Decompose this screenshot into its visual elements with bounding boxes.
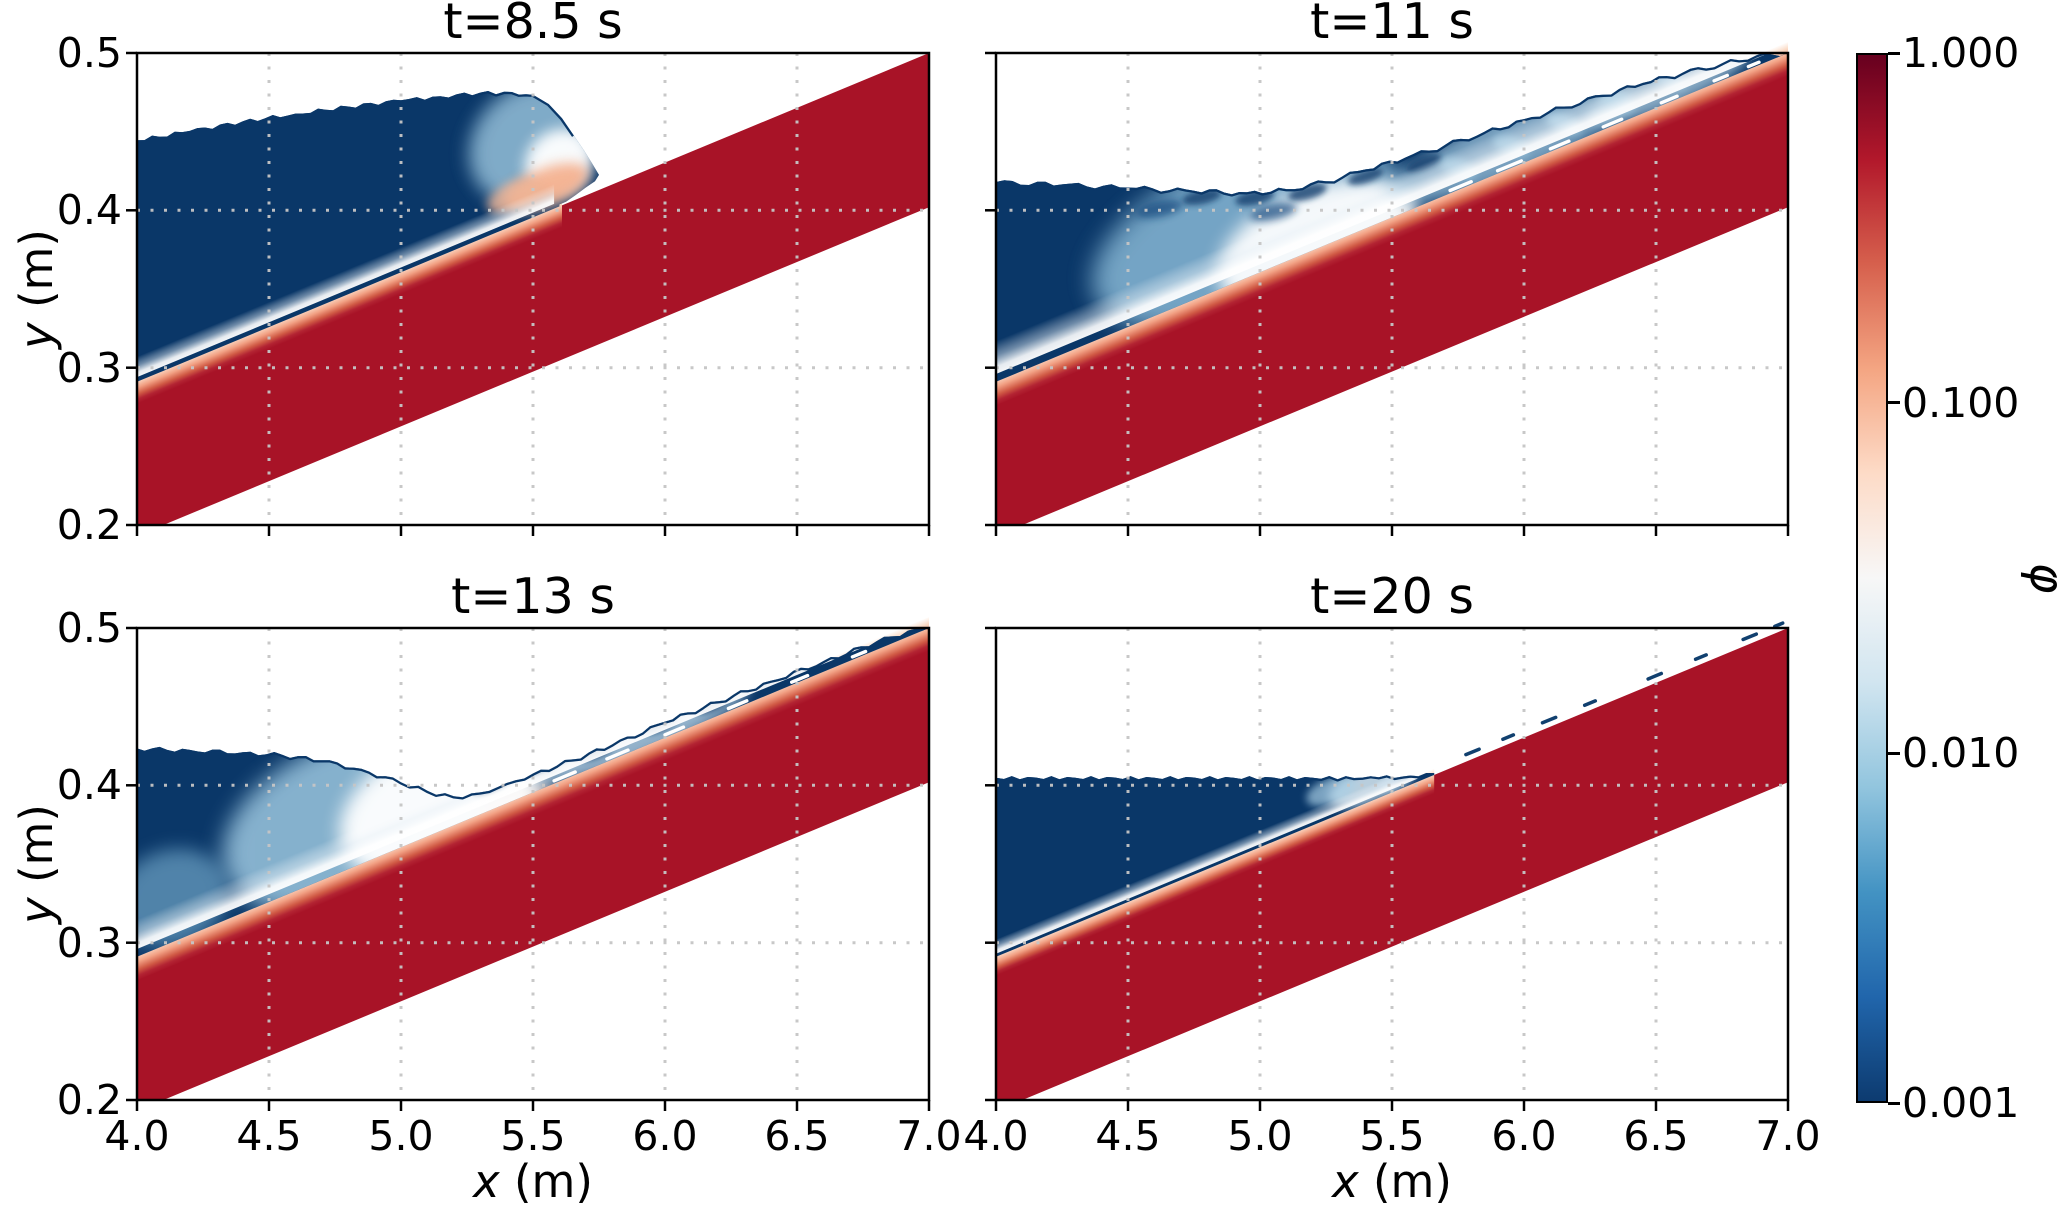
x-tick-label: 5.5: [500, 1112, 566, 1160]
panel-title-4: t=20 s: [1310, 568, 1474, 625]
colorbar-tick-label: 0.100: [1902, 378, 2020, 427]
water-interface-white: [996, 52, 1775, 374]
x-axis-var: x: [473, 1155, 500, 1208]
x-tick-label: 6.5: [1623, 1112, 1689, 1160]
x-axis-unit: (m): [1358, 1155, 1452, 1208]
x-tick-label: 7.0: [896, 1112, 962, 1160]
y-tick-label: 0.3: [56, 343, 122, 392]
colorbar-tick-label: 0.001: [1902, 1079, 2020, 1127]
free-surface-rim: [996, 773, 1435, 782]
bed-region: [996, 628, 1788, 1100]
bed-region: [137, 53, 929, 525]
bed-region: [996, 53, 1788, 525]
residual-water-dash: [1646, 671, 1664, 681]
water-region: [996, 773, 1435, 957]
y-axis-var: y: [10, 897, 63, 924]
swash-white-gap: [1601, 117, 1624, 129]
residual-water-dash: [1501, 733, 1516, 742]
x-tick-label: 6.0: [1491, 1112, 1557, 1160]
colorbar-tick-label: 0.010: [1902, 729, 2020, 778]
y-axis-unit: (m): [10, 804, 63, 898]
colorbar-tick-mark: [1888, 751, 1900, 755]
colorbar-gradient: [1856, 53, 1888, 1103]
x-tick-label: 6.5: [764, 1112, 830, 1160]
swash-white-gap: [1448, 179, 1473, 193]
x-tick-label: 5.0: [368, 1112, 434, 1160]
residual-water-dash: [1464, 747, 1481, 757]
colorbar-axis-label-phi: φ: [2016, 543, 2067, 613]
suspended-sediment-plume: [1288, 183, 1327, 201]
x-tick-label: 6.0: [632, 1112, 698, 1160]
residual-water-dash: [1582, 699, 1598, 708]
suspended-sediment-plume: [1347, 168, 1384, 185]
panel-title-3: t=13 s: [451, 568, 615, 625]
swash-white-gap: [790, 673, 810, 684]
x-tick-label: 7.0: [1755, 1112, 1821, 1160]
y-axis-label: y (m): [10, 764, 63, 964]
x-tick-label: 4.5: [236, 1112, 302, 1160]
water-interface-white: [996, 773, 1429, 954]
y-axis-unit: (m): [10, 229, 63, 323]
x-tick-label: 5.5: [1359, 1112, 1425, 1160]
y-tick-label: 0.4: [56, 186, 122, 235]
suspended-sediment-plume: [1249, 202, 1297, 222]
bed-region: [137, 628, 929, 1100]
x-axis-label: x (m): [137, 1155, 929, 1208]
y-axis-var: y: [10, 322, 63, 349]
x-tick-label: 4.0: [963, 1112, 1029, 1160]
panel-plot-1: [126, 51, 931, 536]
x-tick-label: 4.0: [104, 1112, 170, 1160]
x-axis-unit: (m): [499, 1155, 593, 1208]
panel-plot-2: [985, 42, 1790, 536]
y-tick-label: 0.2: [56, 501, 122, 549]
water-interface-white: [137, 183, 555, 378]
swash-white-gap: [1712, 73, 1729, 83]
residual-water-dash: [1741, 632, 1759, 642]
y-tick-label: 0.5: [56, 29, 122, 77]
swash-white-gap: [1495, 159, 1524, 173]
residual-water-dash: [1773, 621, 1785, 629]
x-axis-label: x (m): [996, 1155, 1788, 1208]
suspended-sediment-plume: [1182, 188, 1222, 206]
residual-water-dash: [1693, 653, 1708, 662]
colorbar-tick-label: 1.000: [1902, 29, 2020, 77]
swash-white-gap: [1746, 60, 1761, 69]
y-tick-label: 0.4: [56, 761, 122, 810]
x-tick-label: 5.0: [1227, 1112, 1293, 1160]
swash-white-gap: [726, 699, 749, 711]
panel-title-1: t=8.5 s: [443, 0, 623, 50]
swash-white-gap: [1659, 94, 1679, 105]
colorbar-tick-mark: [1888, 1101, 1900, 1105]
y-axis-label: y (m): [10, 189, 63, 389]
x-tick-label: 4.5: [1095, 1112, 1161, 1160]
swash-white-gap: [605, 748, 630, 761]
swash-white-gap: [850, 649, 868, 659]
residual-water-dash: [1540, 715, 1558, 725]
colorbar-tick-mark: [1888, 401, 1900, 405]
y-tick-label: 0.3: [56, 918, 122, 967]
x-axis-var: x: [1332, 1155, 1359, 1208]
swash-white-gap: [663, 725, 686, 737]
panel-plot-3: [126, 617, 931, 1111]
panel-plot-4: [985, 621, 1790, 1111]
y-tick-label: 0.5: [56, 604, 122, 652]
swash-white-gap: [552, 770, 577, 783]
colorbar-tick-mark: [1888, 51, 1900, 55]
panel-title-2: t=11 s: [1310, 0, 1474, 50]
y-tick-label: 0.2: [56, 1076, 122, 1124]
swash-white-gap: [1548, 139, 1571, 151]
